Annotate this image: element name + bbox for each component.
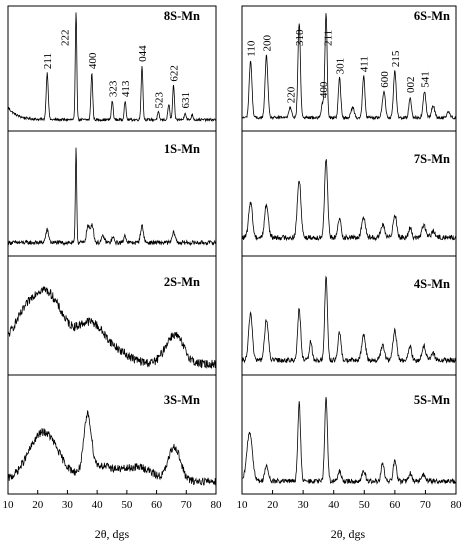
panel-frame [241,374,457,495]
x-tick-label: 40 [328,499,340,511]
xrd-pattern-line [241,159,457,242]
panel-2S-Mn: 2S-Mn [7,255,217,376]
x-tick-label: 20 [32,499,44,511]
x-tick-label: 10 [3,499,15,511]
peak-label-310: 310 [294,29,306,46]
x-tick-label: 20 [267,499,279,511]
x-tick-label: 30 [62,499,74,511]
panel-7S-Mn: 7S-Mn [241,130,457,257]
panel-frame [7,255,217,376]
panel-frame [7,374,217,495]
x-tick-label: 80 [451,499,463,511]
panel-title: 4S-Mn [414,277,450,291]
panel-title: 6S-Mn [414,9,450,23]
peak-label-541: 541 [420,71,432,88]
right-x-axis-label: 2θ, dgs [331,527,366,541]
peak-label-215: 215 [390,50,402,67]
panel-title: 1S-Mn [164,142,200,156]
x-tick-label: 10 [237,499,249,511]
x-tick-label: 50 [121,499,133,511]
panel-4S-Mn: 4S-Mn [241,255,457,376]
peak-label-413: 413 [120,80,132,97]
peak-label-301: 301 [335,58,347,75]
peak-label-323: 323 [107,80,119,97]
xrd-pattern-line [7,147,217,247]
x-tick-label: 70 [420,499,432,511]
x-tick-label: 80 [211,499,223,511]
peak-label-211: 211 [322,30,334,46]
x-tick-label: 60 [389,499,401,511]
peak-label-622: 622 [169,65,181,82]
panel-8S-Mn: 211 222 400 323 413 044 523 622 631 8S-Mn [7,5,217,132]
peak-label-044: 044 [137,45,149,62]
peak-label-631: 631 [180,92,192,109]
peak-label-211: 211 [42,53,54,69]
peak-label-002: 002 [405,76,417,93]
panel-3S-Mn: 3S-Mn 10 20 30 40 50 60 70 80 [3,374,223,511]
peak-label-411: 411 [359,56,371,72]
xrd-pattern-line [7,12,217,123]
panel-1S-Mn: 1S-Mn [7,130,217,257]
x-tick-label: 40 [92,499,104,511]
x-tick-label: 60 [151,499,163,511]
x-tick-label: 70 [181,499,193,511]
panel-title: 3S-Mn [164,393,200,407]
peak-label-400: 400 [87,52,99,69]
peak-label-200: 200 [261,35,273,52]
panel-5S-Mn: 5S-Mn 10 20 30 40 50 60 70 80 [237,374,463,511]
panel-frame [241,5,457,132]
peak-label-222: 222 [59,30,71,47]
panels-layer: 211 222 400 323 413 044 523 622 631 8S-Mn 1S-Mn 2S-… [3,5,463,511]
peak-label-220: 220 [285,86,297,103]
xrd-pattern-line [241,275,457,364]
left-x-axis-label: 2θ, dgs [95,527,130,541]
peak-label-400: 400 [318,81,330,98]
xrd-pattern-line [241,397,457,485]
peak-label-600: 600 [379,71,391,88]
panel-frame [7,5,217,132]
x-tick-label: 50 [359,499,371,511]
panel-frame [241,255,457,376]
peak-label-523: 523 [153,91,165,108]
x-tick-label: 30 [298,499,310,511]
xrd-pattern-line [7,286,217,369]
xrd-pattern-line [241,13,457,121]
panel-title: 8S-Mn [164,9,200,23]
peak-label-110: 110 [246,40,258,57]
panel-title: 7S-Mn [414,152,450,166]
xrd-pattern-line [7,410,217,486]
panel-title: 2S-Mn [164,275,200,289]
panel-title: 5S-Mn [414,393,450,407]
